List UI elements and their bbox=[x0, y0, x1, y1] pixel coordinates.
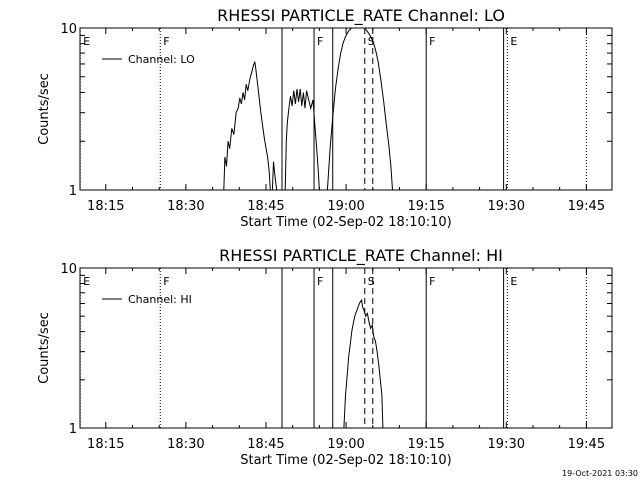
x-tick-label: 19:30 bbox=[488, 437, 525, 452]
y-tick-label: 1 bbox=[69, 422, 77, 437]
chart-panel-hi: RHESSI PARTICLE_RATE Channel: HI 18:15 18:… bbox=[37, 246, 613, 468]
chart-panel-lo: RHESSI PARTICLE_RATE Channel: LO 18:15 18:… bbox=[37, 6, 613, 230]
x-tick-label: 19:45 bbox=[568, 199, 605, 214]
event-marker-label: F bbox=[317, 35, 323, 48]
x-tick-label: 18:45 bbox=[247, 437, 284, 452]
timestamp: 19-Oct-2021 03:30 bbox=[562, 469, 638, 478]
x-tick-label: 19:15 bbox=[407, 437, 444, 452]
x-tick-label: 18:15 bbox=[87, 199, 124, 214]
event-marker-label: E bbox=[510, 35, 517, 48]
event-marker-label: S bbox=[368, 35, 375, 48]
chart-title: RHESSI PARTICLE_RATE Channel: LO bbox=[217, 6, 505, 26]
series-line bbox=[223, 28, 393, 190]
event-marker-label: F bbox=[163, 275, 169, 288]
x-tick-label: 18:30 bbox=[167, 199, 204, 214]
event-marker-label: S bbox=[368, 275, 375, 288]
legend-label: Channel: LO bbox=[128, 53, 195, 66]
event-marker-label: E bbox=[510, 275, 517, 288]
x-tick-label: 18:45 bbox=[247, 199, 284, 214]
x-tick-label: 18:15 bbox=[87, 437, 124, 452]
event-marker-label: F bbox=[429, 35, 435, 48]
y-axis-label: Counts/sec bbox=[37, 312, 52, 384]
event-marker-label: F bbox=[429, 275, 435, 288]
event-marker-label: F bbox=[317, 275, 323, 288]
legend-label: Channel: HI bbox=[128, 293, 192, 306]
x-tick-label: 19:00 bbox=[327, 199, 364, 214]
x-tick-label: 19:15 bbox=[407, 199, 444, 214]
event-marker-label: E bbox=[83, 35, 90, 48]
event-marker-label: E bbox=[83, 275, 90, 288]
x-axis-label: Start Time (02-Sep-02 18:10:10) bbox=[240, 453, 451, 468]
y-tick-label: 10 bbox=[60, 262, 77, 277]
x-tick-label: 19:00 bbox=[327, 437, 364, 452]
x-axis-label: Start Time (02-Sep-02 18:10:10) bbox=[240, 215, 451, 230]
chart-title: RHESSI PARTICLE_RATE Channel: HI bbox=[219, 246, 503, 266]
y-axis-label: Counts/sec bbox=[37, 73, 52, 145]
y-tick-label: 1 bbox=[69, 184, 77, 199]
x-tick-label: 19:30 bbox=[488, 199, 525, 214]
event-marker-label: F bbox=[163, 35, 169, 48]
x-tick-label: 19:45 bbox=[568, 437, 605, 452]
y-tick-label: 10 bbox=[60, 22, 77, 37]
series-line bbox=[343, 298, 384, 428]
x-tick-label: 18:30 bbox=[167, 437, 204, 452]
